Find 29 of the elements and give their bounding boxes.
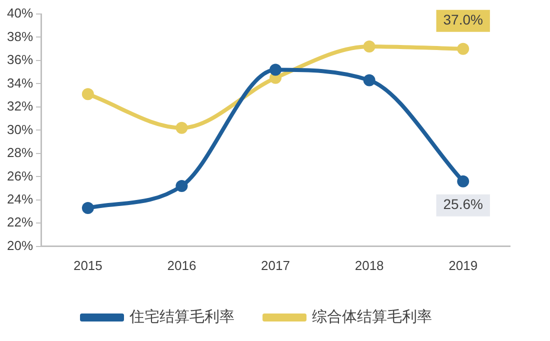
x-tick-label: 2018 [354, 258, 384, 273]
legend-label: 综合体结算毛利率 [312, 308, 432, 326]
y-tick-label: 30% [6, 122, 34, 137]
y-tick-label: 28% [6, 145, 34, 160]
data-label: 25.6% [443, 196, 483, 212]
x-tick-label: 2015 [73, 258, 102, 273]
data-label: 37.0% [443, 12, 483, 28]
x-tick-label: 2019 [448, 258, 478, 273]
point [82, 88, 94, 100]
y-tick-label: 22% [6, 214, 34, 230]
point [363, 40, 376, 53]
point [82, 202, 94, 214]
point [363, 74, 376, 86]
y-tick-label: 34% [6, 75, 34, 90]
y-tick-label: 24% [6, 192, 34, 206]
point [457, 42, 470, 55]
y-tick-label: 38% [6, 28, 34, 44]
y-tick-label: 20% [6, 238, 34, 253]
x-tick-label: 2017 [261, 258, 290, 273]
y-tick-label: 36% [6, 52, 34, 68]
y-tick-label: 32% [6, 98, 34, 114]
point [457, 175, 470, 188]
legend-label: 住宅结算毛利率 [128, 308, 234, 326]
point [176, 122, 188, 134]
y-tick-label: 26% [6, 168, 34, 184]
point [270, 64, 282, 76]
y-tick-label: 40% [6, 6, 34, 21]
x-tick-label: 2016 [167, 258, 196, 273]
point [176, 180, 188, 192]
